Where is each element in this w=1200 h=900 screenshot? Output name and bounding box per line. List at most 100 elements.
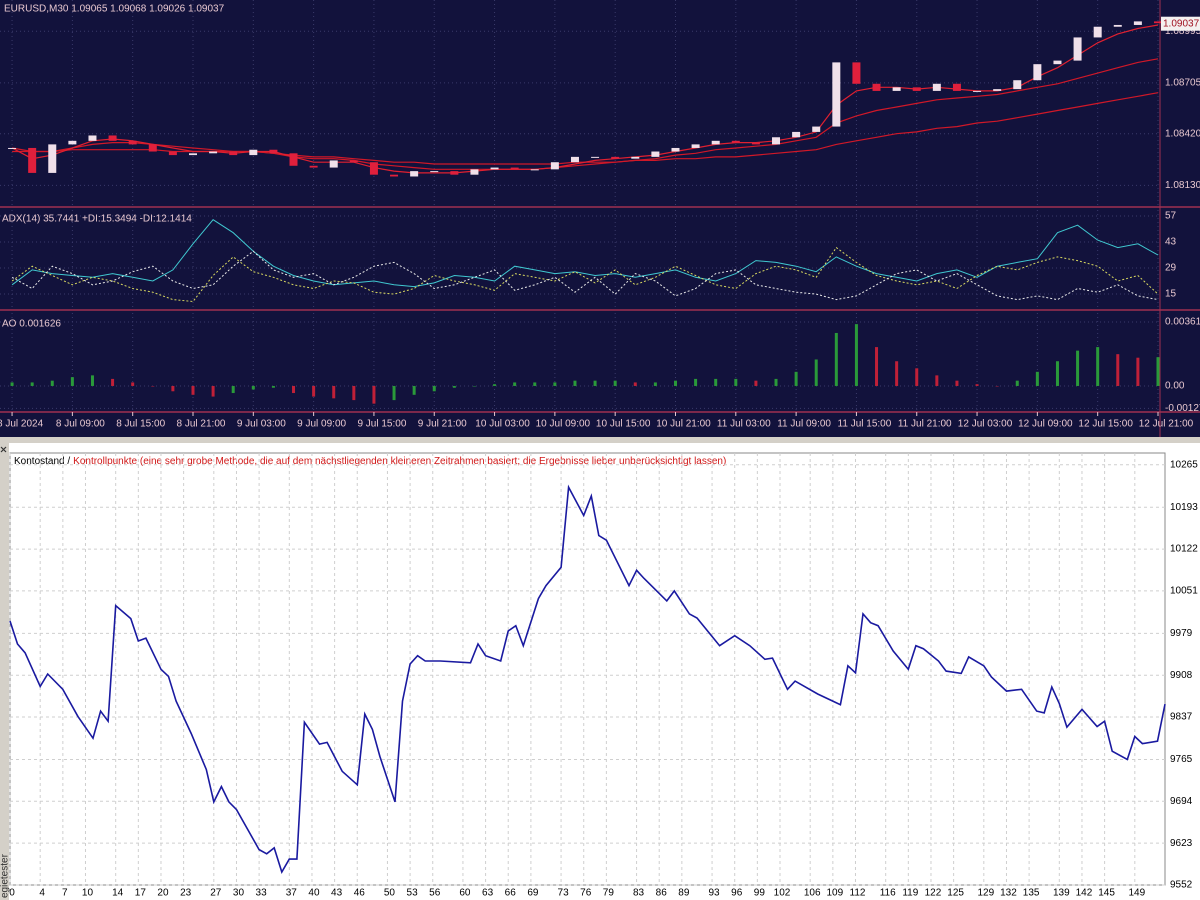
x-tick-label: 40 xyxy=(308,888,320,899)
candle xyxy=(570,156,579,163)
x-tick-label: 135 xyxy=(1023,888,1040,899)
y-tick-label: 9837 xyxy=(1170,712,1193,723)
bar xyxy=(935,375,939,386)
bar xyxy=(673,380,677,386)
bar xyxy=(151,385,155,387)
candle xyxy=(993,89,1002,91)
x-tick-label: 145 xyxy=(1098,888,1115,899)
panel-title: ADX(14) 35.7441 +DI:15.3494 -DI:12.1414 xyxy=(2,214,192,225)
x-tick-label: 10 Jul 03:00 xyxy=(475,419,530,430)
y-tick-label: 1.08995 xyxy=(1165,26,1200,37)
y-tick-label: 10051 xyxy=(1170,586,1198,597)
candle xyxy=(772,137,781,145)
x-tick-label: 109 xyxy=(826,888,843,899)
series-line xyxy=(11,250,1159,301)
x-tick-label: 8 Jul 21:00 xyxy=(177,419,226,430)
side-label: egietester xyxy=(0,853,11,898)
x-tick-label: 11 Jul 21:00 xyxy=(898,419,952,430)
candle xyxy=(1053,60,1062,65)
candle xyxy=(912,87,921,91)
title: Kontostand / xyxy=(14,456,70,467)
bar xyxy=(834,332,838,386)
x-tick-label: 14 xyxy=(112,888,124,899)
candle xyxy=(611,156,620,159)
candle xyxy=(792,131,801,138)
candle xyxy=(309,165,318,168)
x-tick-label: 10 Jul 15:00 xyxy=(596,419,651,430)
bar xyxy=(452,385,456,388)
panel-title: EURUSD,M30 1.09065 1.09068 1.09026 1.090… xyxy=(4,4,225,15)
candle xyxy=(1073,37,1082,61)
bar xyxy=(754,380,758,386)
candle xyxy=(1033,64,1042,81)
candle xyxy=(872,83,881,91)
x-tick-label: 132 xyxy=(1000,888,1017,899)
y-tick-label: 57 xyxy=(1165,211,1177,222)
x-tick-label: 63 xyxy=(482,888,494,899)
bar xyxy=(1156,357,1160,386)
candle xyxy=(229,151,238,156)
panel-title: AO 0.001626 xyxy=(2,319,61,330)
terminal: 1.08130 1.08420 1.08705 1.08995 8 Jul 2024 8 … xyxy=(0,0,1200,437)
chart-title: Kontostand / Kontrollpunkte (eine sehr gr… xyxy=(14,456,726,467)
y-tick-label: 9908 xyxy=(1170,670,1193,681)
x-tick-label: 27 xyxy=(210,888,222,899)
candle xyxy=(329,160,338,168)
candle xyxy=(852,62,861,84)
bar xyxy=(10,382,14,386)
bar xyxy=(734,378,738,386)
x-tick-label: 53 xyxy=(407,888,419,899)
close-icon[interactable] xyxy=(0,446,7,453)
y-tick-label: 1.08130 xyxy=(1165,180,1200,191)
candle xyxy=(1133,21,1142,25)
bar xyxy=(332,385,336,399)
candle xyxy=(88,135,97,141)
candle xyxy=(430,171,439,173)
bar xyxy=(432,385,436,392)
x-tick-label: 12 Jul 09:00 xyxy=(1018,419,1073,430)
bar xyxy=(915,368,919,386)
x-tick-label: 76 xyxy=(580,888,592,899)
bar xyxy=(975,384,979,386)
y-tick-label: 9623 xyxy=(1170,838,1193,849)
candle xyxy=(1093,26,1102,38)
x-tick-label: 119 xyxy=(902,888,918,899)
series-line xyxy=(11,58,1159,170)
bar xyxy=(1136,357,1140,386)
x-tick-label: 9 Jul 09:00 xyxy=(297,419,346,430)
bar xyxy=(1096,347,1100,386)
x-tick-label: 11 Jul 03:00 xyxy=(717,419,771,430)
x-tick-label: 149 xyxy=(1128,888,1145,899)
candle xyxy=(410,171,419,177)
candle xyxy=(289,153,298,166)
x-tick-label: 4 xyxy=(39,888,45,899)
x-tick-label: 17 xyxy=(135,888,147,899)
bar xyxy=(231,385,235,394)
bar xyxy=(995,385,999,387)
candle xyxy=(148,144,157,152)
bar xyxy=(1076,350,1080,386)
y-tick-label: -0.00127 xyxy=(1165,403,1200,414)
candle xyxy=(470,169,479,175)
x-tick-label: 11 Jul 09:00 xyxy=(777,419,831,430)
x-tick-label: 142 xyxy=(1076,888,1093,899)
y-tick-label: 43 xyxy=(1165,237,1177,248)
bar xyxy=(372,385,376,404)
x-tick-label: 86 xyxy=(656,888,668,899)
x-tick-label: 60 xyxy=(459,888,471,899)
x-tick-label: 122 xyxy=(925,888,942,899)
bar xyxy=(1055,361,1059,386)
candle xyxy=(510,167,519,170)
y-tick-label: 29 xyxy=(1165,263,1177,274)
bar xyxy=(895,361,899,386)
x-tick-label: 96 xyxy=(731,888,743,899)
x-tick-label: 112 xyxy=(850,888,866,899)
x-tick-label: 93 xyxy=(708,888,720,899)
x-tick-label: 129 xyxy=(977,888,994,899)
bar xyxy=(312,385,316,397)
y-tick-label: 9765 xyxy=(1170,754,1193,765)
y-tick-label: 0.00 xyxy=(1165,381,1185,392)
x-tick-label: 8 Jul 15:00 xyxy=(116,419,165,430)
x-tick-label: 10 Jul 21:00 xyxy=(656,419,711,430)
